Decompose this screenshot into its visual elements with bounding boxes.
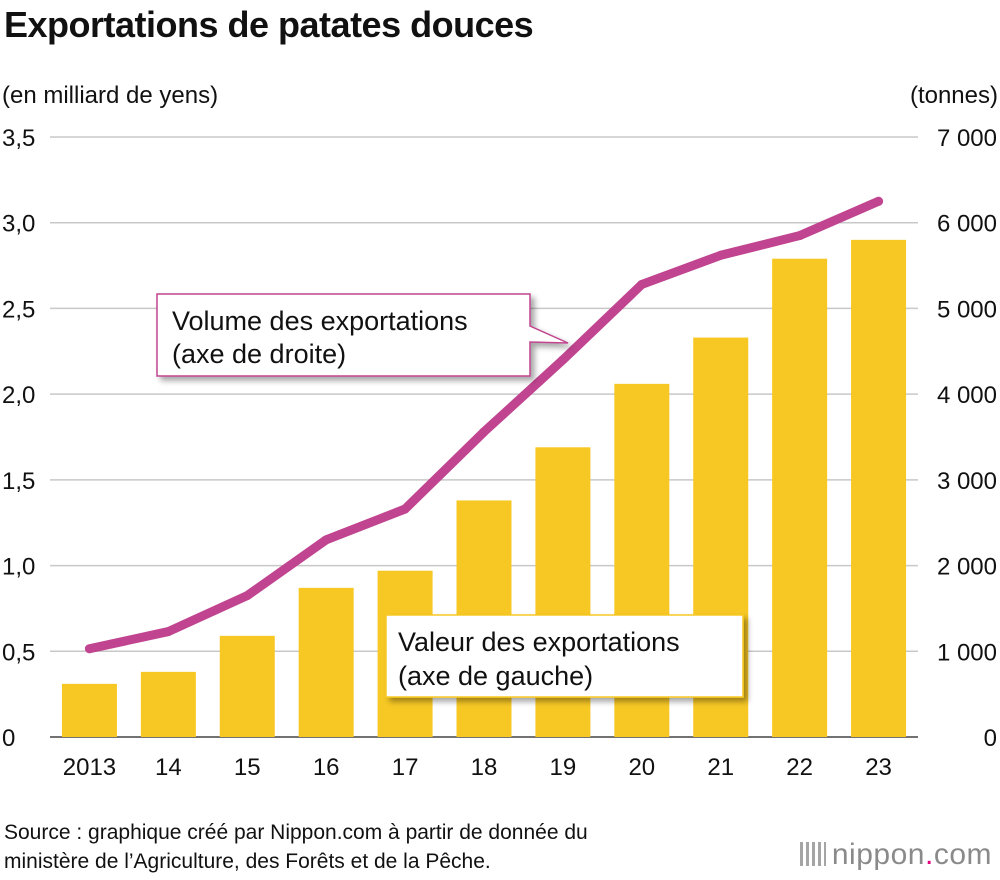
x-tick-label: 20 xyxy=(628,754,655,781)
x-tick-label: 14 xyxy=(155,754,182,781)
value-annotation-line1: Valeur des exportations xyxy=(398,627,680,657)
value-annotation-line2: (axe de gauche) xyxy=(398,661,593,691)
nippon-logo: nippon.com xyxy=(799,838,992,872)
volume-point-21 xyxy=(716,250,726,260)
line-series xyxy=(84,196,884,654)
x-tick-label: 21 xyxy=(707,754,734,781)
chart-area: 0 0,5 1,0 1,5 2,0 2,5 3,0 3,5 0 1 000 2 000 3 000 4 … xyxy=(2,125,997,781)
bar-2013 xyxy=(61,683,117,737)
bar-22 xyxy=(772,258,828,737)
right-tick-label: 2 000 xyxy=(937,554,997,581)
right-axis-unit: (tonnes) xyxy=(909,82,998,109)
logo-name: nippon xyxy=(831,838,925,871)
volume-annotation-line1: Volume des exportations xyxy=(172,306,468,336)
volume-annotation-box xyxy=(156,293,569,377)
volume-point-19 xyxy=(558,355,568,365)
right-tick-label: 3 000 xyxy=(937,468,997,495)
nippon-bars-icon xyxy=(799,842,826,866)
left-tick-label: 2,5 xyxy=(2,296,35,323)
logo-suffix: com xyxy=(933,838,992,871)
x-tick-label: 17 xyxy=(392,754,419,781)
left-axis-unit: (en milliard de yens) xyxy=(2,82,219,109)
bar-14 xyxy=(140,671,196,737)
value-annotation-box xyxy=(385,614,744,698)
source-line-2: ministère de l’Agriculture, des Forêts e… xyxy=(4,850,491,873)
x-tick-label: 19 xyxy=(550,754,577,781)
bar-23 xyxy=(851,239,907,737)
volume-point-15 xyxy=(242,591,252,601)
logo-dot: . xyxy=(924,838,934,871)
right-tick-label: 5 000 xyxy=(937,296,997,323)
volume-point-2013 xyxy=(84,644,94,654)
axis-ticks: 0 0,5 1,0 1,5 2,0 2,5 3,0 3,5 0 1 000 2 000 3 000 4 … xyxy=(2,125,997,781)
source-line-1: Source : graphique créé par Nippon.com à… xyxy=(4,821,588,844)
right-tick-label: 0 xyxy=(984,725,997,752)
left-tick-label: 1,5 xyxy=(2,468,35,495)
left-tick-label: 0 xyxy=(2,725,15,752)
volume-annotation: Volume des exportations (axe de droite) xyxy=(156,293,569,377)
left-tick-label: 1,0 xyxy=(2,554,35,581)
x-tick-label: 15 xyxy=(234,754,261,781)
left-tick-label: 0,5 xyxy=(2,639,35,666)
left-tick-label: 3,5 xyxy=(2,125,35,152)
right-tick-label: 1 000 xyxy=(937,639,997,666)
value-annotation: Valeur des exportations (axe de gauche) xyxy=(385,614,744,698)
chart-title: Exportations de patates douces xyxy=(4,4,534,45)
volume-point-14 xyxy=(163,627,173,637)
bar-15 xyxy=(219,635,275,737)
volume-point-22 xyxy=(795,231,805,241)
x-tick-label: 23 xyxy=(865,754,892,781)
bar-16 xyxy=(298,587,354,737)
x-tick-label: 18 xyxy=(471,754,498,781)
right-tick-label: 4 000 xyxy=(937,382,997,409)
volume-point-17 xyxy=(400,504,410,514)
x-tick-label: 2013 xyxy=(63,754,116,781)
volume-point-20 xyxy=(637,279,647,289)
right-tick-label: 6 000 xyxy=(937,211,997,238)
volume-point-23 xyxy=(874,196,884,206)
source-note: Source : graphique créé par Nippon.com à… xyxy=(4,818,588,876)
volume-point-18 xyxy=(479,427,489,437)
x-tick-label: 16 xyxy=(313,754,340,781)
volume-point-16 xyxy=(321,535,331,545)
right-tick-label: 7 000 xyxy=(937,125,997,152)
x-tick-label: 22 xyxy=(786,754,813,781)
left-tick-label: 3,0 xyxy=(2,211,35,238)
left-tick-label: 2,0 xyxy=(2,382,35,409)
volume-annotation-line2: (axe de droite) xyxy=(172,339,346,369)
